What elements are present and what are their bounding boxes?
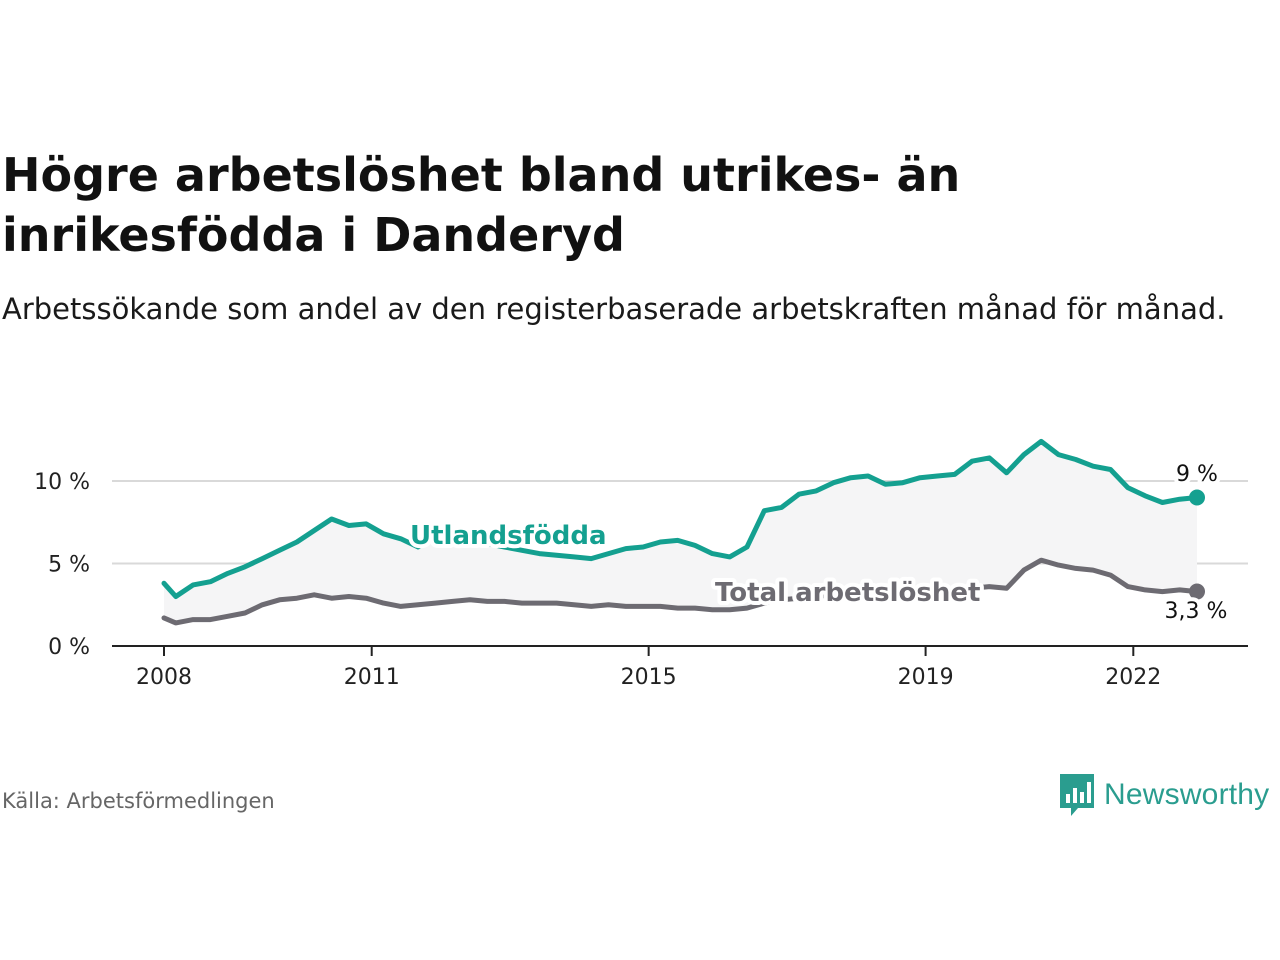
end-point-total	[1189, 583, 1205, 600]
y-tick-label: 5 %	[48, 553, 90, 578]
y-tick-label: 0 %	[48, 635, 90, 660]
series-label-total-halo: Total arbetslöshet	[715, 578, 980, 608]
x-tick-label: 2008	[136, 665, 192, 690]
series-label-total: Total arbetslöshet	[715, 578, 980, 608]
line-chart: 0 % 5 % 10 % 2008 2011 2015 2019 2022 Utlandsf…	[34, 438, 1248, 690]
series-label-utlandsfodda: Utlandsfödda	[410, 521, 607, 551]
series-label-utlandsfodda-halo: Utlandsfödda	[410, 521, 607, 551]
y-tick-label: 10 %	[34, 470, 90, 495]
end-label-total-halo: 3,3 %	[1165, 599, 1228, 624]
band-area	[164, 441, 1197, 623]
newsworthy-logo: Newsworthy	[1058, 772, 1269, 818]
chart-subtitle: Arbetssökande som andel av den registerb…	[2, 292, 1226, 326]
series-line-utlandsfodda	[161, 438, 1200, 599]
series-line-total	[161, 557, 1200, 626]
end-label-utlandsfodda: 9 %	[1176, 462, 1218, 487]
end-point-utlandsfodda	[1189, 489, 1205, 506]
logo-text: Newsworthy	[1104, 778, 1270, 811]
end-label-total: 3,3 %	[1165, 599, 1228, 624]
bar-chart-icon	[1060, 774, 1094, 816]
end-label-utlandsfodda-halo: 9 %	[1176, 462, 1218, 487]
source-note: Källa: Arbetsförmedlingen	[2, 789, 275, 813]
x-tick-label: 2019	[898, 665, 954, 690]
x-tick-label: 2015	[621, 665, 677, 690]
x-tick-label: 2022	[1105, 665, 1161, 690]
x-tick-label: 2011	[344, 665, 400, 690]
chart-title: Högre arbetslöshet bland utrikes- än inr…	[2, 148, 961, 262]
